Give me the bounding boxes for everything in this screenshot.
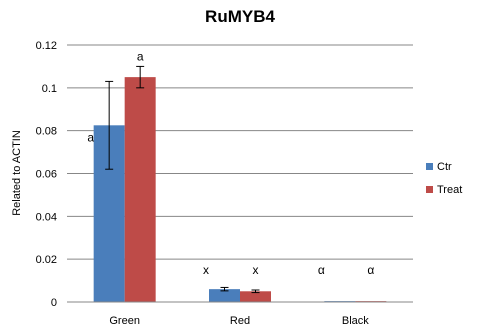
bar [124, 77, 156, 302]
x-axis-categories: Green Red Black [109, 315, 369, 327]
legend-swatch [426, 186, 433, 193]
legend-label: Treat [437, 184, 462, 196]
y-tick-label: 0.04 [36, 211, 57, 223]
bars [93, 77, 387, 302]
significance-label: α [367, 263, 374, 277]
significance-label: x [253, 263, 259, 277]
y-tick-label: 0.12 [36, 40, 57, 52]
y-axis-ticks: 0 0.02 0.04 0.06 0.08 0.1 0.12 [36, 40, 57, 309]
x-category-label: Green [109, 315, 140, 327]
error-bars [105, 65, 260, 294]
significance-label: a [87, 130, 94, 144]
y-tick-label: 0.1 [42, 83, 57, 95]
significance-label: a [137, 49, 144, 63]
y-tick-label: 0 [51, 297, 57, 309]
y-tick-label: 0.08 [36, 126, 57, 138]
y-tick-label: 0.06 [36, 169, 57, 181]
legend-swatch [426, 163, 433, 170]
x-category-label: Red [230, 315, 250, 327]
chart-title: RuMYB4 [205, 7, 275, 26]
legend-label: Ctr [437, 161, 452, 173]
significance-labels: a a x x α α [87, 49, 374, 277]
x-category-label: Black [342, 315, 369, 327]
significance-label: x [203, 263, 209, 277]
y-axis-title: Related to ACTIN [11, 130, 23, 216]
y-tick-label: 0.02 [36, 254, 57, 266]
bar [240, 291, 271, 302]
legend: Ctr Treat [426, 161, 462, 196]
bar [209, 289, 240, 302]
significance-label: α [318, 263, 325, 277]
